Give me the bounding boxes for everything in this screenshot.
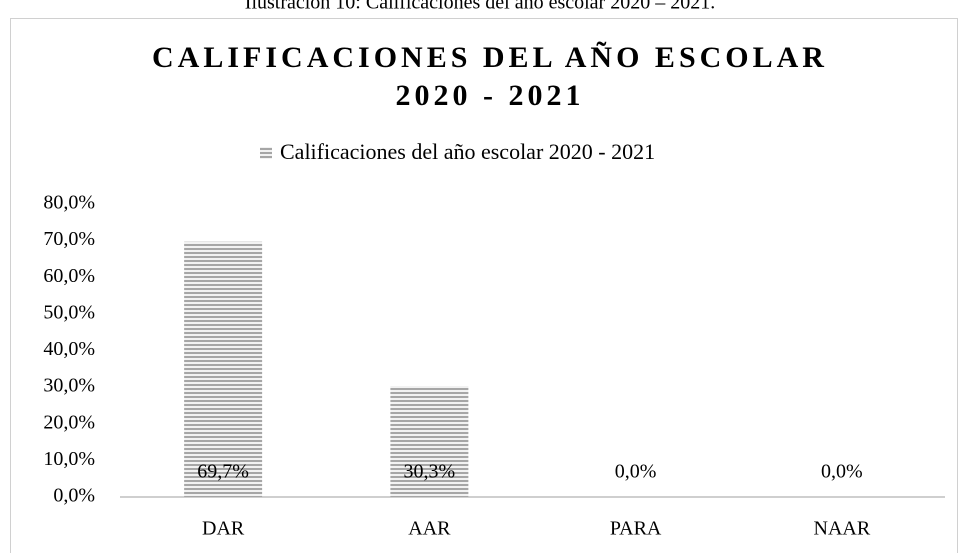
x-tick-label: NAAR [814, 518, 871, 540]
x-tick-label: PARA [610, 518, 662, 540]
data-label: 30,3% [404, 461, 456, 483]
y-tick-label: 70,0% [43, 228, 95, 250]
chart-frame [10, 18, 958, 553]
bar [390, 386, 469, 497]
y-tick-label: 20,0% [43, 411, 95, 433]
x-tick-label: AAR [408, 518, 451, 540]
bar [184, 241, 263, 497]
y-tick-label: 40,0% [43, 338, 95, 360]
y-tick-label: 10,0% [43, 448, 95, 470]
x-tick-label: DAR [202, 518, 245, 540]
data-label: 69,7% [197, 461, 249, 483]
y-tick-label: 0,0% [53, 485, 95, 507]
chart-title: CALIFICACIONES DEL AÑO ESCOLAR [152, 41, 828, 74]
chart-title: 2020 - 2021 [396, 79, 585, 112]
y-tick-label: 60,0% [43, 265, 95, 287]
legend-swatch [260, 147, 272, 159]
data-label: 0,0% [821, 461, 863, 483]
data-label: 0,0% [615, 461, 657, 483]
legend-label: Calificaciones del año escolar 2020 - 20… [280, 139, 655, 164]
caption: Ilustración 10: Calificaciones del año e… [245, 0, 715, 14]
y-tick-label: 80,0% [43, 192, 95, 214]
y-tick-label: 30,0% [43, 375, 95, 397]
y-tick-label: 50,0% [43, 301, 95, 323]
